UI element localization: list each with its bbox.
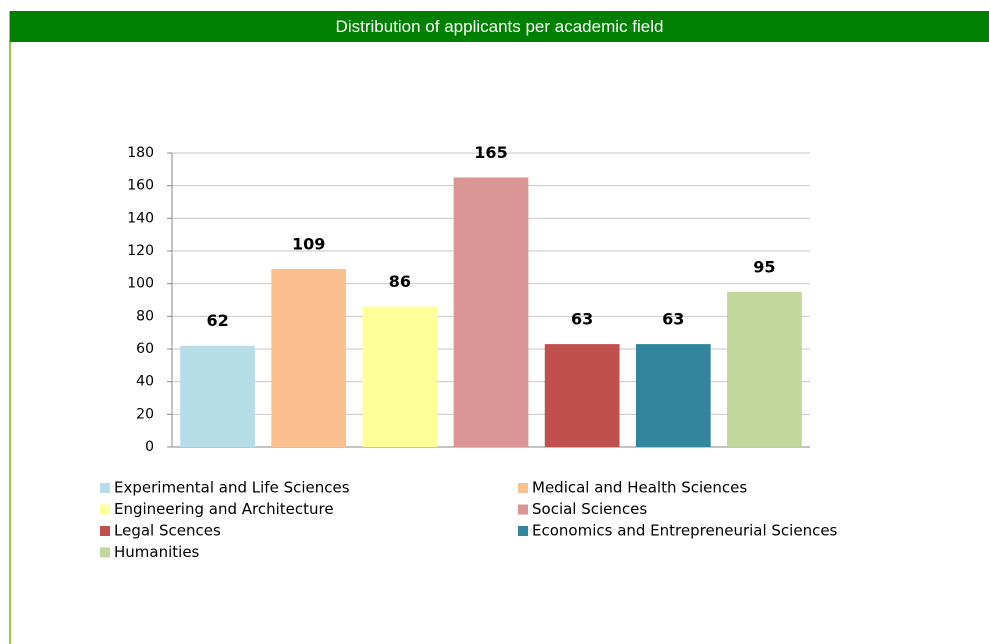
data-label: 165: [474, 143, 507, 162]
legend-swatch: [100, 526, 110, 536]
legend-label: Economics and Entrepreneurial Sciences: [532, 522, 838, 540]
bar: [453, 177, 529, 447]
y-tick-label: 20: [136, 406, 154, 422]
bar: [271, 268, 347, 447]
data-label: 109: [292, 234, 325, 253]
bar: [362, 306, 438, 447]
legend-swatch: [518, 483, 528, 493]
data-label: 95: [753, 257, 775, 276]
legend-label: Medical and Health Sciences: [532, 479, 747, 497]
bar: [635, 344, 711, 447]
legend-swatch: [100, 504, 110, 515]
y-tick-label: 60: [136, 341, 154, 357]
y-tick-label: 140: [127, 210, 154, 226]
data-label: 86: [389, 272, 411, 291]
data-label: 62: [206, 311, 228, 330]
legend-label: Humanities: [114, 543, 200, 561]
data-label: 63: [662, 310, 684, 329]
legend-label: Legal Scences: [114, 522, 221, 540]
legend-swatch: [518, 526, 528, 536]
bar: [180, 345, 255, 447]
data-label: 63: [571, 310, 593, 329]
y-tick-label: 80: [136, 308, 154, 324]
y-tick-label: 120: [127, 243, 154, 259]
legend-label: Social Sciences: [532, 500, 647, 518]
bar: [727, 291, 802, 447]
legend-swatch: [100, 483, 110, 493]
y-tick-label: 160: [127, 178, 154, 194]
bar: [544, 344, 620, 447]
panel-border: [9, 11, 11, 644]
y-tick-label: 40: [136, 374, 154, 390]
legend-swatch: [518, 504, 528, 515]
legend-swatch: [100, 547, 110, 558]
y-tick-label: 100: [127, 276, 154, 292]
panel-header: Distribution of applicants per academic …: [10, 11, 989, 42]
y-tick-label: 180: [127, 145, 154, 161]
y-tick-label: 0: [145, 439, 154, 455]
legend-label: Engineering and Architecture: [114, 500, 334, 518]
legend-label: Experimental and Life Sciences: [114, 479, 350, 497]
